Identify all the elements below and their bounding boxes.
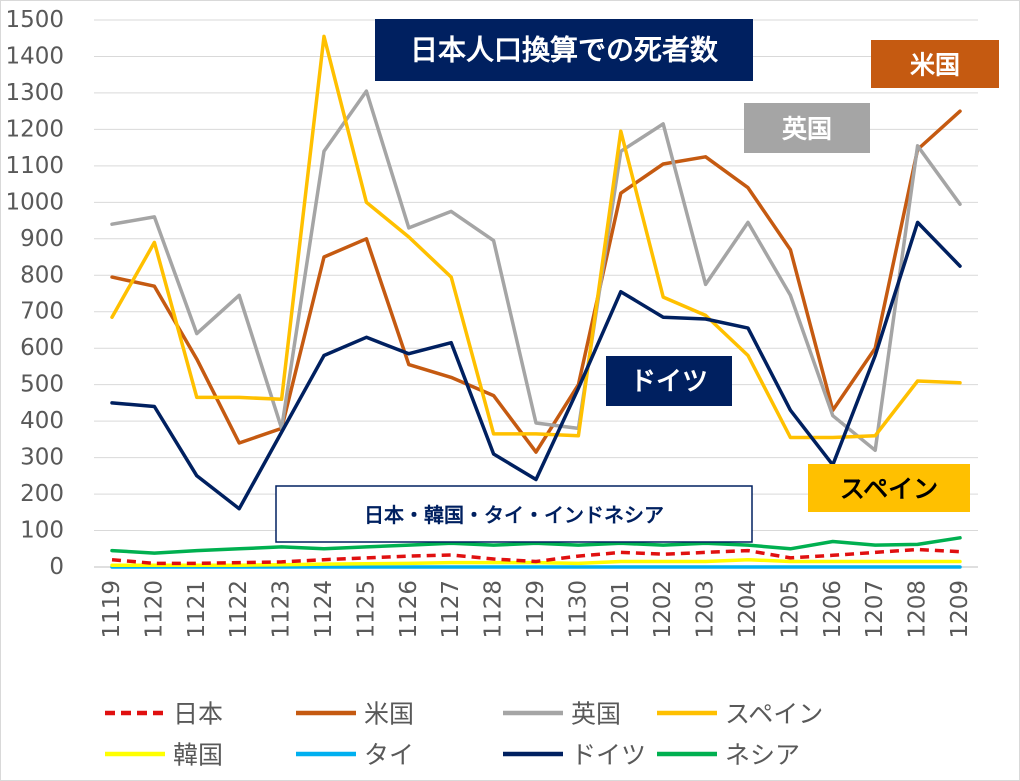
series-lines	[110, 34, 962, 569]
series-line	[110, 109, 962, 454]
x-tick-label: 1121	[184, 580, 210, 639]
x-tick-label: 1202	[650, 580, 676, 639]
x-tick-label: 1206	[820, 580, 846, 639]
y-tick-label: 600	[20, 335, 64, 361]
legend-label: 米国	[364, 700, 414, 729]
y-tick-label: 300	[20, 445, 64, 471]
y-tick-label: 1200	[5, 116, 64, 142]
y-tick-label: 0	[49, 554, 64, 580]
y-tick-label: 200	[20, 481, 64, 507]
series-line	[110, 34, 962, 440]
x-tick-label: 1123	[269, 580, 295, 639]
annotation-box	[275, 485, 753, 543]
series-line	[110, 220, 962, 511]
legend-label: ネシア	[725, 741, 800, 770]
annotation-box	[871, 40, 999, 88]
x-tick-label: 1128	[481, 580, 507, 639]
y-tick-label: 400	[20, 408, 64, 434]
x-tick-label: 1126	[396, 580, 422, 639]
x-tick-label: 1122	[226, 580, 252, 639]
x-axis-ticks: 1119 1120 1121 1122 1123 1124 1125 1126 1127 1128…	[99, 580, 973, 639]
legend-label: 韓国	[173, 741, 223, 770]
x-tick-label: 1125	[353, 580, 379, 639]
x-tick-label: 1205	[777, 580, 803, 639]
annotation-label: スペイン	[840, 475, 938, 504]
y-tick-label: 1100	[5, 153, 64, 179]
x-tick-label: 1124	[311, 580, 337, 639]
annotation-box	[808, 464, 970, 512]
y-tick-label: 1300	[5, 80, 64, 106]
x-tick-label: 1119	[99, 580, 125, 639]
x-tick-label: 1207	[862, 580, 888, 639]
y-tick-label: 1400	[5, 43, 64, 69]
x-tick-label: 1201	[608, 580, 634, 639]
series-line	[110, 536, 962, 555]
legend-label: タイ	[364, 741, 414, 770]
y-tick-label: 700	[20, 299, 64, 325]
legend-label: スペイン	[725, 700, 823, 729]
x-tick-label: 1204	[735, 580, 761, 639]
y-tick-label: 100	[20, 518, 64, 544]
x-tick-label: 1208	[905, 580, 931, 639]
series-line	[111, 547, 961, 566]
series-line	[110, 89, 962, 453]
annotation-label: ドイツ	[630, 367, 708, 397]
x-tick-label: 1129	[523, 580, 549, 639]
legend-label: ドイツ	[571, 741, 646, 770]
y-tick-label: 500	[20, 372, 64, 398]
x-tick-label: 1203	[693, 580, 719, 639]
chart-title: 日本人口換算での死者数	[410, 34, 719, 67]
y-tick-label: 1000	[5, 189, 64, 215]
y-tick-label: 800	[20, 262, 64, 288]
y-axis-ticks: 0 100 200 300 400 500 600 700 800 900 1000 1100 1200…	[5, 7, 64, 580]
annotation-label: 日本・韓国・タイ・インドネシア	[364, 503, 664, 527]
x-tick-label: 1130	[565, 580, 591, 639]
x-tick-label: 1209	[947, 580, 973, 639]
chart-title-box	[375, 19, 753, 81]
x-tick-label: 1120	[141, 580, 167, 639]
gridlines	[94, 19, 978, 568]
y-tick-label: 900	[20, 226, 64, 252]
annotation-box	[744, 103, 870, 153]
annotation-label: 英国	[782, 115, 832, 144]
y-tick-label: 1500	[5, 7, 64, 33]
legend-label: 英国	[571, 700, 621, 729]
annotation-label: 米国	[910, 51, 960, 80]
legend-label: 日本	[173, 700, 223, 729]
x-tick-label: 1127	[438, 580, 464, 639]
annotation-box	[606, 356, 732, 406]
